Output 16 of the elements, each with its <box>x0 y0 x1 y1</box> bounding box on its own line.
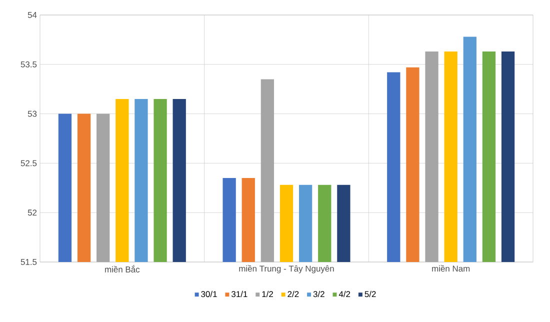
legend-label: 5/2 <box>364 290 376 298</box>
legend-label: 2/2 <box>288 290 299 298</box>
legend-label: 4/2 <box>338 290 350 298</box>
legend-label: 31/1 <box>232 290 248 298</box>
y-tick-label: 51.5 <box>20 259 37 265</box>
x-tick-label: miền Nam <box>432 265 470 272</box>
y-tick-label: 54 <box>28 12 37 18</box>
y-tick-label: 53 <box>28 110 37 117</box>
y-tick-label: 53.5 <box>20 61 37 68</box>
y-tick-label: 52.5 <box>20 160 37 166</box>
legend-label: 30/1 <box>201 290 217 298</box>
legend-label: 3/2 <box>313 290 324 298</box>
legend-label: 1/2 <box>262 290 273 298</box>
y-tick-label: 52 <box>28 210 37 216</box>
x-tick-label: miền Trung - Tây Nguyên <box>239 265 334 274</box>
x-tick-label: miền Bắc <box>105 265 140 272</box>
